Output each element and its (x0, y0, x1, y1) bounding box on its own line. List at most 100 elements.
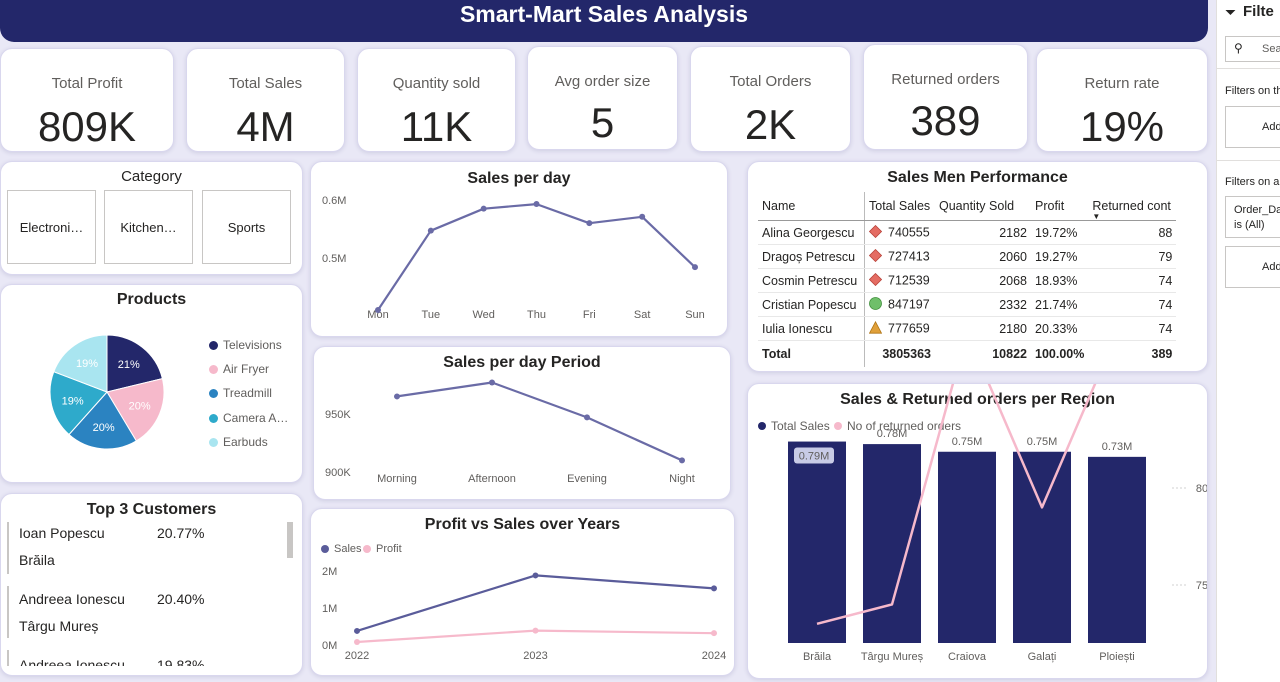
col-returned[interactable]: Returned cont ▼ (1088, 192, 1177, 221)
cell-name: Dragoș Petrescu (758, 244, 865, 269)
table-row[interactable]: Alina Georgescu 740555 2182 19.72% 88 (758, 220, 1177, 245)
legend-label: Air Fryer (223, 362, 269, 376)
x-tick-label: Evening (567, 473, 607, 485)
x-tick-label: Brăila (803, 651, 832, 663)
cell-sales-value: 712539 (888, 272, 930, 287)
customer-name: Andreea Ionescu (19, 657, 125, 666)
kpi-card-returned-orders[interactable]: Returned orders 389 (863, 44, 1028, 150)
col-quantity-sold[interactable]: Quantity Sold (935, 192, 1031, 221)
data-point (489, 379, 495, 386)
legend-televisions[interactable]: Televisions (209, 338, 282, 352)
red-diamond-icon (868, 248, 883, 265)
legend-dot (834, 422, 842, 430)
pie-slice (68, 391, 137, 450)
legend-sales[interactable]: Sales (321, 543, 362, 555)
kpi-value: 5 (590, 99, 615, 146)
pie-slice (49, 371, 108, 436)
cell-profit: 21.74% (1031, 292, 1089, 317)
kpi-card-total-profit[interactable]: Total Profit 809K (0, 48, 174, 152)
data-point (480, 205, 487, 212)
series-line (356, 574, 715, 632)
add-field-button-all[interactable]: Add (1225, 246, 1280, 288)
bar-data-label: 0.75M (1027, 436, 1058, 448)
filters-pane: ⏷ Filte ⚲ Sea Filters on th Add Filters … (1216, 0, 1280, 682)
legend-dot (321, 545, 329, 553)
profit-vs-sales-chart[interactable]: 2M 1M 0M 2022 2023 2024 (311, 509, 735, 676)
category-option-kitchen[interactable]: Kitchen… (104, 190, 193, 264)
cell-profit: 18.93% (1031, 268, 1089, 293)
pie-data-label: 20% (129, 401, 151, 413)
add-field-button-page[interactable]: Add (1225, 106, 1280, 148)
returned-orders-line (816, 384, 1097, 626)
category-option-sports[interactable]: Sports (202, 190, 291, 264)
col-total-sales[interactable]: Total Sales (864, 192, 935, 221)
legend-profit[interactable]: Profit (363, 543, 402, 555)
cell-sales-value: 777659 (888, 320, 930, 335)
customers-list[interactable]: Ioan Popescu 20.77% Brăila Andreea Iones… (1, 520, 291, 666)
pie-data-label: 19% (62, 395, 84, 407)
cell-quantity: 2060 (935, 244, 1031, 269)
legend-air-fryer[interactable]: Air Fryer (209, 362, 269, 376)
cell-returned: 79 (1088, 244, 1177, 269)
x-tick-label: Thu (527, 309, 546, 321)
add-field-label: Add (1262, 121, 1280, 133)
x-tick-label: 2024 (702, 650, 726, 662)
red-diamond-icon (868, 272, 883, 289)
x-tick-label: Galați (1028, 651, 1057, 663)
cell-returned: 74 (1088, 292, 1177, 317)
profit-vs-sales-card: Profit vs Sales over Years Sales Profit … (310, 508, 735, 676)
kpi-card-total-orders[interactable]: Total Orders 2K (690, 46, 851, 152)
sort-desc-icon: ▼ (1092, 212, 1101, 221)
table-header-row: Name Total Sales Quantity Sold Profit Re… (758, 192, 1177, 221)
divider (1217, 68, 1280, 69)
customer-city: Târgu Mureș (19, 618, 99, 634)
legend-dot (209, 340, 218, 350)
sales-per-period-chart[interactable]: 950K 900K Morning Afternoon Evening Night (314, 347, 731, 500)
cell-total-sales: 740555 (864, 220, 935, 245)
legend-camera[interactable]: Camera A… (209, 411, 288, 425)
products-pie-chart[interactable]: 21% 20% 20% 19% 19% (1, 285, 303, 483)
legend-total-sales[interactable]: Total Sales (758, 419, 830, 433)
customers-scrollbar[interactable] (287, 522, 293, 558)
category-option-electronics[interactable]: Electroni… (7, 190, 96, 264)
col-name[interactable]: Name (758, 192, 865, 221)
red-diamond-icon (868, 224, 883, 241)
pie-slice (106, 377, 165, 442)
cell-total-sales: 777659 (864, 316, 935, 341)
col-profit[interactable]: Profit (1031, 192, 1089, 221)
y-tick-label: 900K (325, 467, 351, 479)
sales-per-day-title: Sales per day (467, 170, 571, 187)
kpi-card-return-rate[interactable]: Return rate 19% (1036, 48, 1208, 152)
filter-search-input[interactable]: ⚲ Sea (1225, 36, 1280, 62)
region-combo-chart[interactable]: 0.79M Brăila 0.78M Târgu Mureș 0.75M Craiova 0… (748, 384, 1208, 679)
data-point (354, 639, 360, 646)
legend-dot (363, 545, 371, 553)
y-tick-label: 950K (325, 409, 351, 421)
legend-treadmill[interactable]: Treadmill (209, 386, 272, 400)
legend-returned-orders[interactable]: No of returned orders (834, 419, 961, 433)
legend-label: Camera A… (223, 411, 289, 425)
sales-per-day-chart[interactable]: 0.6M 0.5M Mon Tue Wed Thu Fri Sat Sun (311, 162, 728, 337)
x-tick-label: 2023 (523, 650, 547, 662)
table-row[interactable]: Cristian Popescu 847197 2332 21.74% 74 (758, 292, 1177, 317)
data-point (532, 627, 539, 634)
bar (788, 441, 846, 643)
y-tick-label: 2M (322, 566, 337, 578)
order-date-filter-card[interactable]: Order_Da is (All) (1225, 196, 1280, 238)
kpi-card-quantity-sold[interactable]: Quantity sold 11K (357, 48, 516, 152)
table-row[interactable]: Iulia Ionescu 777659 2180 20.33% 74 (758, 316, 1177, 341)
customer-pct: 20.77% (157, 525, 205, 541)
legend-earbuds[interactable]: Earbuds (209, 435, 268, 449)
table-row[interactable]: Dragoș Petrescu 727413 2060 19.27% 79 (758, 244, 1177, 269)
data-point (586, 220, 593, 227)
y-tick-label: 0.6M (322, 195, 346, 207)
kpi-card-total-sales[interactable]: Total Sales 4M (186, 48, 345, 152)
kpi-card-avg-order-size[interactable]: Avg order size 5 (527, 46, 678, 150)
bar (1088, 456, 1146, 643)
kpi-label: Total Orders (729, 73, 812, 90)
cell-returned: 74 (1088, 316, 1177, 341)
filter-funnel-icon[interactable]: ⏷ (1225, 4, 1237, 20)
kpi-value: 389 (910, 97, 981, 144)
data-point (584, 414, 590, 421)
table-row[interactable]: Cosmin Petrescu 712539 2068 18.93% 74 (758, 268, 1177, 293)
